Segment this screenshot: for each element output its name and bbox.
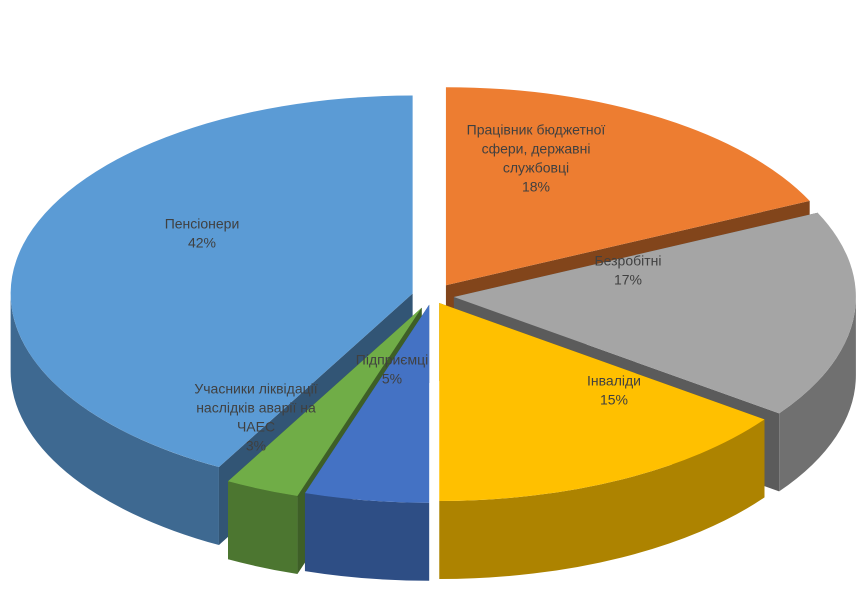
pie-slice-label: Пенсіонери 42% — [165, 216, 240, 251]
pie-slice-label-line: Пенсіонери — [165, 216, 240, 232]
pie-slice-label: Підприємці 5% — [356, 352, 428, 387]
pie-slice — [439, 303, 765, 502]
pie-slice-outer-wall — [439, 419, 765, 580]
pie-slice-label-line: Учасники ліквідації — [194, 381, 317, 397]
pie-slice-outer-wall — [779, 297, 856, 492]
pie-slice-label: Безробітні 17% — [594, 253, 661, 288]
pie-slice-label: Працівник бюджетної сфери, державні службо… — [467, 122, 606, 195]
pie-slice — [304, 304, 430, 503]
pie-slice-outer-wall — [228, 481, 298, 575]
pie-slice — [445, 87, 810, 286]
pie-slice-label-line: службовці — [503, 160, 569, 176]
pie-slice-outer-wall — [304, 493, 430, 581]
pie-slice-label-line: Працівник бюджетної — [467, 122, 606, 138]
pie-slice-percent: 17% — [614, 272, 642, 288]
pie-slice-percent: 18% — [522, 179, 550, 195]
pie-slice-percent: 42% — [188, 235, 216, 251]
pie-labels: Працівник бюджетної сфери, державні службо… — [165, 122, 662, 454]
pie-slice-tops — [10, 87, 856, 503]
pie-slice-percent: 3% — [246, 438, 266, 454]
pie-slice — [228, 307, 422, 497]
pie-slice-outer-wall — [10, 293, 219, 546]
pie-slice — [10, 95, 413, 468]
pie-slice-label-line: наслідків аварії на — [196, 400, 316, 416]
pie-slice — [453, 212, 856, 414]
pie-slice-label-line: ЧАЕС — [237, 419, 275, 435]
pie-slice-label-line: Безробітні — [594, 253, 661, 269]
pie-slice-label: Інваліди 15% — [587, 373, 641, 408]
pie-slice-percent: 5% — [382, 371, 402, 387]
pie-slice-percent: 15% — [600, 392, 628, 408]
pie-slice-label-line: Підприємці — [356, 352, 428, 368]
pie-slice-label: Учасники ліквідації наслідків аварії на ЧА… — [194, 381, 317, 454]
pie-slice-label-line: сфери, державні — [482, 141, 591, 157]
pie-slice-label-line: Інваліди — [587, 373, 641, 389]
